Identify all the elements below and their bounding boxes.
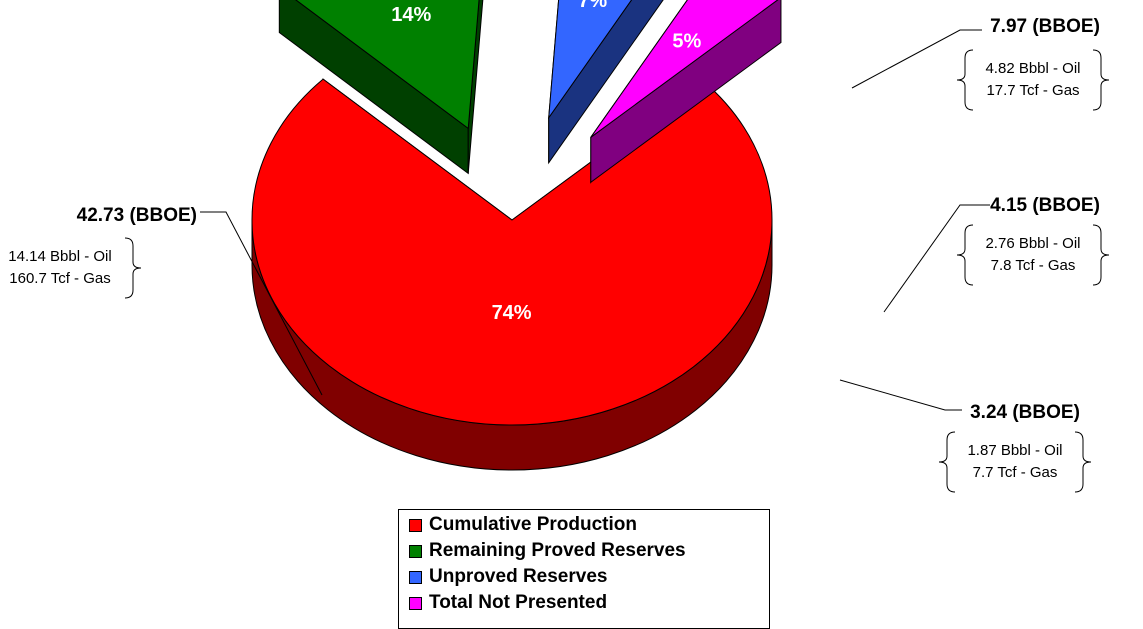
left-brace [938, 431, 956, 493]
legend-item-cumulative-production: Cumulative Production [409, 514, 637, 536]
callout-total-not-presented: 3.24 (BBOE) 1.87 Bbbl - Oil 7.7 Tcf - Gas [839, 379, 1092, 493]
gas-label: 7.8 Tcf - Gas [991, 257, 1076, 274]
left-brace [956, 49, 974, 111]
legend-swatch [409, 544, 422, 558]
callout-remaining-proved-reserves: 7.97 (BBOE) 4.82 Bbbl - Oil 17.7 Tcf - Gas [851, 16, 1110, 111]
slice-top [251, 78, 773, 426]
legend-swatch [409, 518, 422, 532]
oil-label: 1.87 Bbbl - Oil [967, 442, 1062, 459]
legend: Cumulative Production Remaining Proved R… [398, 509, 770, 629]
legend-label: Unproved Reserves [429, 566, 608, 587]
slice-cumulative-production [251, 78, 773, 471]
oil-label: 14.14 Bbbl - Oil [8, 248, 111, 265]
gas-label: 17.7 Tcf - Gas [986, 82, 1079, 99]
slice-unproved-reserves [548, 0, 664, 165]
legend-item-total-not-presented: Total Not Presented [409, 592, 607, 614]
slice-top [590, 0, 779, 138]
percent-labels: 74% 14% 7% 5% [391, 0, 701, 324]
legend-item-remaining-proved-reserves: Remaining Proved Reserves [409, 540, 686, 562]
leader-line [883, 204, 990, 313]
pie-slices [251, 0, 782, 471]
leader-line [851, 29, 982, 89]
slice-top [295, 0, 480, 130]
legend-label: Total Not Presented [429, 592, 608, 613]
slice-top [548, 0, 633, 120]
slice-remaining-proved-reserves [278, 0, 484, 175]
total-label: 3.24 (BBOE) [970, 402, 1080, 423]
oil-label: 2.76 Bbbl - Oil [985, 235, 1080, 252]
legend-label: Remaining Proved Reserves [429, 540, 686, 561]
total-label: 42.73 (BBOE) [77, 205, 197, 226]
legend-label: Cumulative Production [429, 514, 637, 535]
callout-unproved-reserves: 4.15 (BBOE) 2.76 Bbbl - Oil 7.8 Tcf - Gas [883, 195, 1110, 313]
right-brace [1074, 431, 1092, 493]
leader-line [839, 379, 962, 411]
total-label: 7.97 (BBOE) [990, 16, 1100, 37]
right-brace [124, 237, 142, 299]
slice-total-not-presented [590, 0, 782, 184]
percent-label: 74% [492, 302, 532, 324]
total-label: 4.15 (BBOE) [990, 195, 1100, 216]
legend-swatch [409, 596, 422, 610]
right-brace [1092, 49, 1110, 111]
callout-cumulative-production: 42.73 (BBOE) 14.14 Bbbl - Oil 160.7 Tcf - … [8, 205, 323, 396]
left-brace [956, 224, 974, 286]
oil-label: 4.82 Bbbl - Oil [985, 60, 1080, 77]
percent-label: 14% [391, 4, 431, 26]
percent-label: 7% [578, 0, 607, 12]
slice-side [548, 0, 664, 165]
right-brace [1092, 224, 1110, 286]
callouts: 42.73 (BBOE) 14.14 Bbbl - Oil 160.7 Tcf - … [8, 16, 1110, 493]
gas-label: 7.7 Tcf - Gas [973, 464, 1058, 481]
legend-swatch [409, 570, 422, 584]
leader-line [200, 211, 323, 396]
gas-label: 160.7 Tcf - Gas [9, 270, 110, 287]
slice-side [467, 0, 484, 174]
percent-label: 5% [672, 30, 701, 52]
legend-item-unproved-reserves: Unproved Reserves [409, 566, 607, 588]
